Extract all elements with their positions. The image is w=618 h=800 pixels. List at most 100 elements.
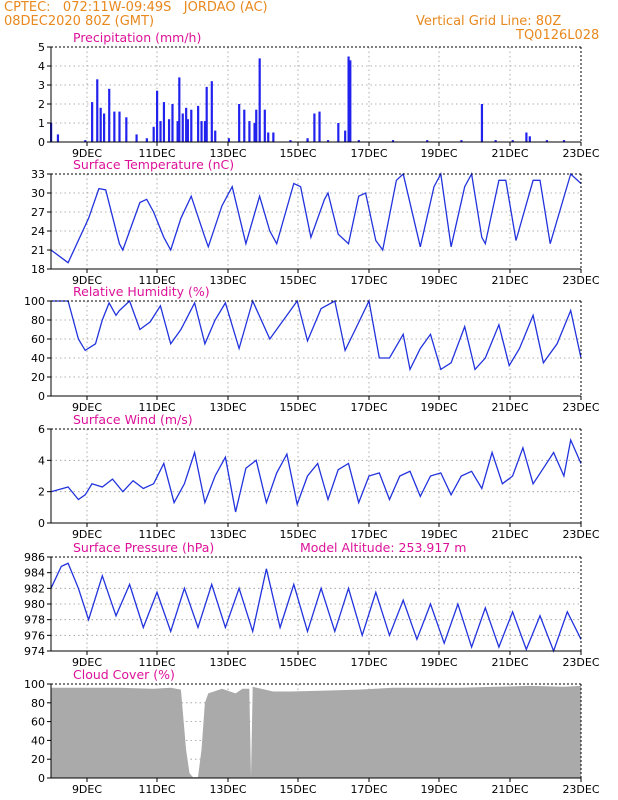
x-tick-label: 21DEC (491, 274, 528, 287)
station-header-line-1: CPTEC: 072:11W-09:49S JORDAO (AC) (4, 0, 268, 15)
precip-bar (176, 121, 179, 142)
y-tick-label: 18 (31, 263, 45, 276)
wind-series-line (50, 437, 582, 513)
x-tick-label: 17DEC (350, 528, 387, 541)
precip-bar (347, 56, 350, 142)
x-tick-label: 19DEC (420, 274, 457, 287)
x-tick-label: 13DEC (209, 274, 246, 287)
x-tick-label: 15DEC (279, 656, 316, 669)
precip-bar (103, 113, 106, 142)
x-tick-label: 11DEC (138, 783, 175, 796)
precip-bar (186, 119, 189, 142)
y-tick-label: 1 (38, 117, 45, 130)
x-tick-label: 21DEC (491, 528, 528, 541)
precip-bar (152, 126, 155, 142)
x-tick-label: 17DEC (350, 274, 387, 287)
y-tick-label: 976 (24, 629, 45, 642)
y-tick-label: 33 (31, 168, 45, 181)
precip-bar (200, 121, 203, 142)
precip-bar (349, 60, 352, 142)
y-tick-label: 0 (38, 517, 45, 530)
y-tick-label: 978 (24, 614, 45, 627)
precip-bar (171, 104, 174, 142)
pressure-series-line (50, 562, 582, 653)
y-tick-label: 974 (24, 645, 45, 658)
x-tick-label: 19DEC (420, 147, 457, 160)
precip-bar (289, 140, 292, 142)
chart-title: Cloud Cover (%) (73, 667, 175, 682)
precip-bar (562, 140, 566, 142)
x-tick-label: 11DEC (138, 656, 175, 669)
y-tick-label: 6 (38, 423, 45, 436)
chart-title: Surface Temperature (nC) (73, 157, 234, 172)
precip-bar (480, 104, 484, 142)
precip-bar (135, 134, 138, 142)
x-tick-label: 23DEC (562, 274, 599, 287)
chart-title: Surface Pressure (hPa) (73, 540, 214, 555)
y-tick-label: 21 (31, 244, 45, 257)
y-tick-label: 20 (31, 753, 45, 766)
y-tick-label: 80 (31, 314, 45, 327)
rh-series-line (51, 298, 582, 372)
precip-bar (185, 107, 188, 142)
y-tick-label: 3 (38, 79, 45, 92)
precip-bar (159, 121, 162, 142)
precip-bar (178, 77, 181, 142)
x-tick-label: 13DEC (209, 401, 246, 414)
precip-bar (263, 109, 266, 142)
x-tick-label: 15DEC (279, 783, 316, 796)
x-tick-label: 9DEC (72, 528, 102, 541)
precip-bar (313, 113, 316, 142)
precip-bar (306, 138, 309, 142)
y-tick-label: 5 (38, 41, 45, 54)
vertical-grid-line-note: Vertical Grid Line: 80Z (416, 14, 562, 29)
x-tick-label: 23DEC (562, 783, 599, 796)
y-tick-label: 30 (31, 187, 45, 200)
precip-bar (460, 140, 463, 142)
y-tick-label: 40 (31, 734, 45, 747)
x-tick-label: 13DEC (209, 656, 246, 669)
precip-bar (248, 121, 251, 142)
x-tick-label: 23DEC (562, 656, 599, 669)
precip-bar (56, 134, 60, 142)
cloud-cover-area (51, 685, 581, 778)
x-tick-label: 17DEC (350, 147, 387, 160)
precip-bar (344, 130, 347, 142)
temp-series-line (50, 171, 582, 264)
precip-bar (337, 123, 340, 142)
precip-bar (118, 111, 121, 142)
x-tick-label: 9DEC (72, 274, 102, 287)
precip-bar (84, 140, 87, 142)
x-tick-label: 19DEC (420, 401, 457, 414)
precip-bar (545, 140, 549, 142)
precip-bar (167, 119, 171, 142)
x-tick-label: 23DEC (562, 147, 599, 160)
x-tick-label: 9DEC (72, 783, 102, 796)
y-tick-label: 24 (31, 225, 45, 238)
x-tick-label: 21DEC (491, 401, 528, 414)
y-tick-label: 60 (31, 333, 45, 346)
chart-title: Surface Wind (m/s) (73, 412, 193, 427)
precip-bar (108, 88, 111, 142)
model-altitude-label: Model Altitude: 253.917 m (300, 540, 466, 555)
chart-title: Precipitation (mm/h) (73, 30, 201, 45)
x-tick-label: 9DEC (72, 656, 102, 669)
y-tick-label: 2 (38, 486, 45, 499)
precip-bar (99, 107, 102, 142)
x-tick-label: 9DEC (72, 147, 102, 160)
x-tick-label: 19DEC (420, 783, 457, 796)
x-tick-label: 21DEC (491, 147, 528, 160)
precip-bar (91, 102, 94, 142)
x-tick-label: 11DEC (138, 147, 175, 160)
precip-bar (426, 140, 429, 142)
precip-bar (227, 138, 231, 142)
x-tick-label: 19DEC (420, 656, 457, 669)
precip-bar (205, 86, 208, 142)
precip-bar (357, 140, 360, 142)
x-tick-label: 17DEC (350, 656, 387, 669)
precip-bar (243, 109, 246, 142)
precip-bar (511, 140, 514, 142)
precip-bar (162, 102, 166, 142)
y-tick-label: 0 (38, 136, 45, 149)
y-tick-label: 4 (38, 454, 45, 467)
